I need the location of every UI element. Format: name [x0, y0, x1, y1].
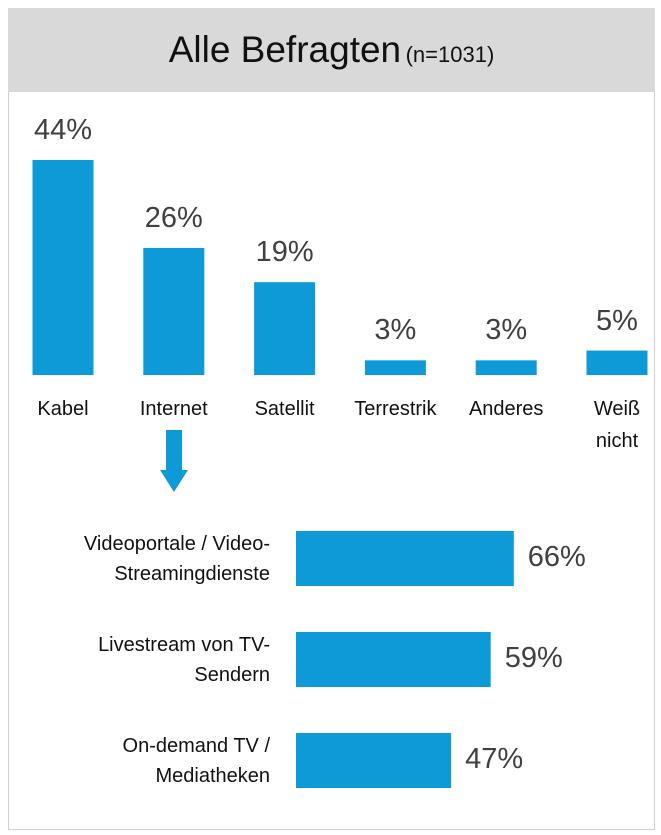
bar — [296, 632, 491, 687]
category-label: Anderes — [468, 398, 544, 420]
category-label: Livestream von TV-Sendern — [98, 633, 270, 686]
category-label: Weiß nicht — [593, 398, 641, 452]
chart-title: Alle Befragten — [168, 29, 402, 70]
chart-subtitle: (n=1031) — [405, 42, 495, 67]
category-label: On-demand TV / Mediatheken — [122, 734, 270, 787]
value-label: 47% — [465, 743, 524, 775]
category-label: Satellit — [254, 398, 315, 420]
value-label: 44% — [33, 114, 93, 147]
bar — [254, 282, 316, 375]
header: Alle Befragten (n=1031) — [8, 8, 655, 92]
value-label: 59% — [504, 642, 563, 674]
category-label: Internet — [139, 398, 208, 420]
bar — [475, 360, 537, 375]
category-label: Kabel — [37, 398, 89, 420]
value-label: 3% — [485, 314, 528, 347]
bar — [586, 350, 648, 375]
bar — [364, 360, 426, 375]
value-label: 66% — [527, 541, 586, 573]
category-label: Terrestrik — [354, 398, 437, 420]
arrow-shaft — [166, 430, 182, 472]
bar — [296, 531, 514, 586]
bar — [296, 733, 452, 788]
category-label: Videoportale / Video-Streamingdienste — [83, 532, 270, 585]
value-label: 3% — [374, 314, 417, 347]
value-label: 19% — [255, 236, 314, 269]
value-label: 5% — [596, 304, 638, 337]
arrow-head — [160, 470, 188, 492]
bar — [32, 160, 94, 375]
value-label: 26% — [144, 201, 203, 234]
bar — [143, 247, 205, 375]
